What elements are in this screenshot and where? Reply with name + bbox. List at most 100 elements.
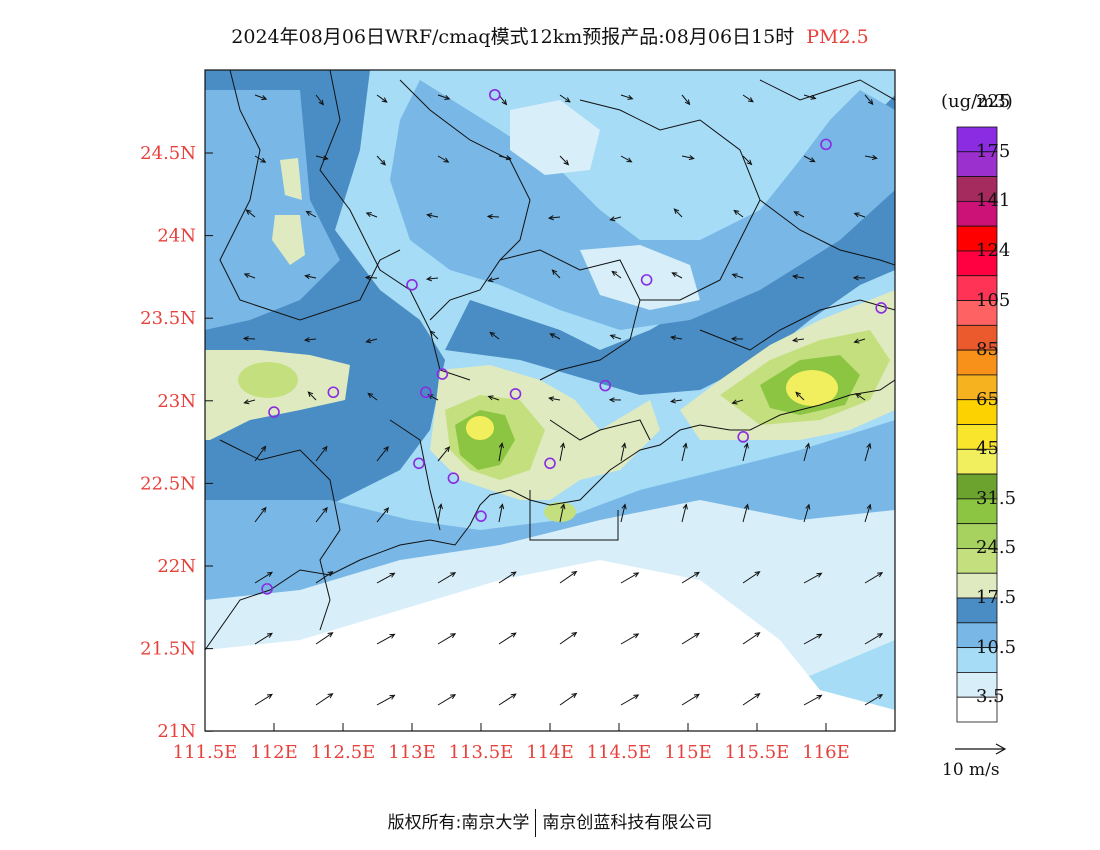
wind-arrow bbox=[681, 503, 688, 523]
legend-label: 105 bbox=[976, 289, 1011, 311]
wind-arrow bbox=[245, 209, 256, 218]
wind-arrow bbox=[852, 275, 866, 281]
wind-reference-arrow bbox=[955, 743, 1007, 755]
wind-arrow bbox=[367, 392, 378, 401]
wind-arrow bbox=[376, 694, 396, 706]
x-tick-label: 112E bbox=[250, 742, 298, 763]
wind-arrow bbox=[864, 442, 872, 462]
wind-arrow bbox=[376, 572, 396, 584]
wind-arrow bbox=[864, 503, 872, 523]
wind-arrow bbox=[803, 442, 811, 462]
wind-arrow bbox=[315, 693, 334, 706]
legend-swatch bbox=[956, 126, 998, 153]
station-marker bbox=[268, 406, 280, 418]
station-marker bbox=[406, 279, 418, 291]
wind-arrow bbox=[853, 212, 866, 218]
legend-swatch bbox=[956, 473, 998, 500]
wind-arrow bbox=[853, 338, 866, 344]
legend-swatch bbox=[956, 672, 998, 698]
wind-arrow bbox=[437, 572, 457, 584]
legend-swatch bbox=[956, 200, 998, 227]
wind-arrow bbox=[620, 503, 627, 523]
wind-arrow bbox=[487, 277, 500, 283]
station-marker bbox=[327, 386, 340, 399]
field-band-green-north bbox=[272, 158, 305, 265]
wind-arrow bbox=[731, 273, 744, 279]
wind-arrow bbox=[437, 446, 451, 462]
wind-arrow bbox=[254, 94, 268, 101]
legend-swatch bbox=[956, 349, 998, 376]
field-band-white-sea bbox=[205, 560, 895, 731]
legend-swatch bbox=[956, 523, 998, 549]
field-band-light-north bbox=[510, 100, 600, 175]
station-marker bbox=[488, 88, 501, 101]
wind-arrow bbox=[437, 633, 457, 645]
wind-arrow bbox=[364, 275, 378, 281]
station-marker bbox=[475, 510, 487, 522]
field-band-dark-east bbox=[445, 95, 895, 395]
legend-swatch bbox=[956, 300, 998, 326]
wind-arrow bbox=[803, 633, 823, 645]
x-tick-label: 114.5E bbox=[587, 742, 652, 763]
wind-arrow bbox=[559, 692, 578, 706]
wind-arrow bbox=[742, 503, 750, 523]
y-tick-label: 22.5N bbox=[140, 473, 196, 494]
wind-reference-label: 10 m/s bbox=[942, 760, 1000, 780]
boundary-inner-7 bbox=[759, 199, 895, 266]
x-tick-label: 114E bbox=[526, 742, 574, 763]
legend-label: 17.5 bbox=[976, 587, 1017, 609]
map-axes: 111.5E 112E 112.5E 113E 113.5E 114E 114.5E 115E… bbox=[140, 143, 850, 763]
y-tick-label: 23N bbox=[157, 391, 196, 412]
wind-arrow bbox=[803, 572, 823, 584]
legend-label: 175 bbox=[976, 140, 1011, 162]
legend-swatch bbox=[956, 424, 998, 450]
wind-arrow bbox=[671, 272, 683, 279]
wind-arrow bbox=[254, 693, 273, 706]
wind-arrow bbox=[303, 337, 317, 343]
wind-arrow bbox=[803, 155, 816, 163]
legend-swatch bbox=[956, 597, 998, 624]
boundaries bbox=[205, 70, 895, 651]
legend-label: 3.5 bbox=[976, 686, 1005, 708]
wind-arrow bbox=[669, 398, 683, 404]
x-tick-label: 115E bbox=[664, 742, 712, 763]
wind-arrow bbox=[855, 393, 866, 401]
wind-arrow bbox=[791, 337, 805, 343]
title-pollutant: PM2.5 bbox=[806, 26, 869, 48]
legend-label: 45 bbox=[976, 438, 999, 460]
boundary-inner-10 bbox=[389, 419, 441, 531]
wind-arrow bbox=[681, 155, 695, 161]
wind-arrow bbox=[437, 155, 450, 163]
boundary-inner-9 bbox=[219, 439, 341, 631]
station-marker bbox=[544, 457, 556, 470]
legend-colorbar bbox=[956, 126, 998, 723]
wind-arrow bbox=[498, 693, 517, 706]
monitoring-stations bbox=[261, 88, 888, 595]
wind-arrow bbox=[498, 503, 505, 523]
wind-arrow bbox=[803, 94, 817, 100]
legend-label: 24.5 bbox=[976, 537, 1017, 559]
field-hotspot-se bbox=[544, 502, 576, 522]
legend-swatch bbox=[956, 498, 998, 525]
wind-arrow bbox=[426, 213, 439, 219]
wind-arrow bbox=[305, 210, 317, 218]
boundary-inner-3 bbox=[399, 79, 531, 321]
wind-arrow bbox=[307, 391, 317, 401]
station-marker bbox=[436, 368, 449, 380]
wind-arrow bbox=[742, 693, 761, 706]
wind-arrow bbox=[376, 445, 389, 462]
wind-arrow bbox=[254, 632, 273, 645]
wind-arrow bbox=[864, 694, 884, 706]
wind-arrow bbox=[795, 391, 805, 401]
wind-arrow bbox=[315, 445, 328, 462]
boundary-coastline bbox=[205, 379, 895, 651]
wind-arrow bbox=[254, 506, 267, 523]
wind-arrow bbox=[304, 274, 317, 280]
wind-arrow bbox=[551, 269, 561, 279]
station-marker bbox=[599, 379, 612, 392]
station-marker bbox=[413, 457, 425, 470]
legend-swatch bbox=[956, 324, 998, 351]
station-marker bbox=[261, 583, 273, 595]
wind-arrow bbox=[498, 155, 512, 161]
boundary-inner-11 bbox=[529, 490, 619, 541]
